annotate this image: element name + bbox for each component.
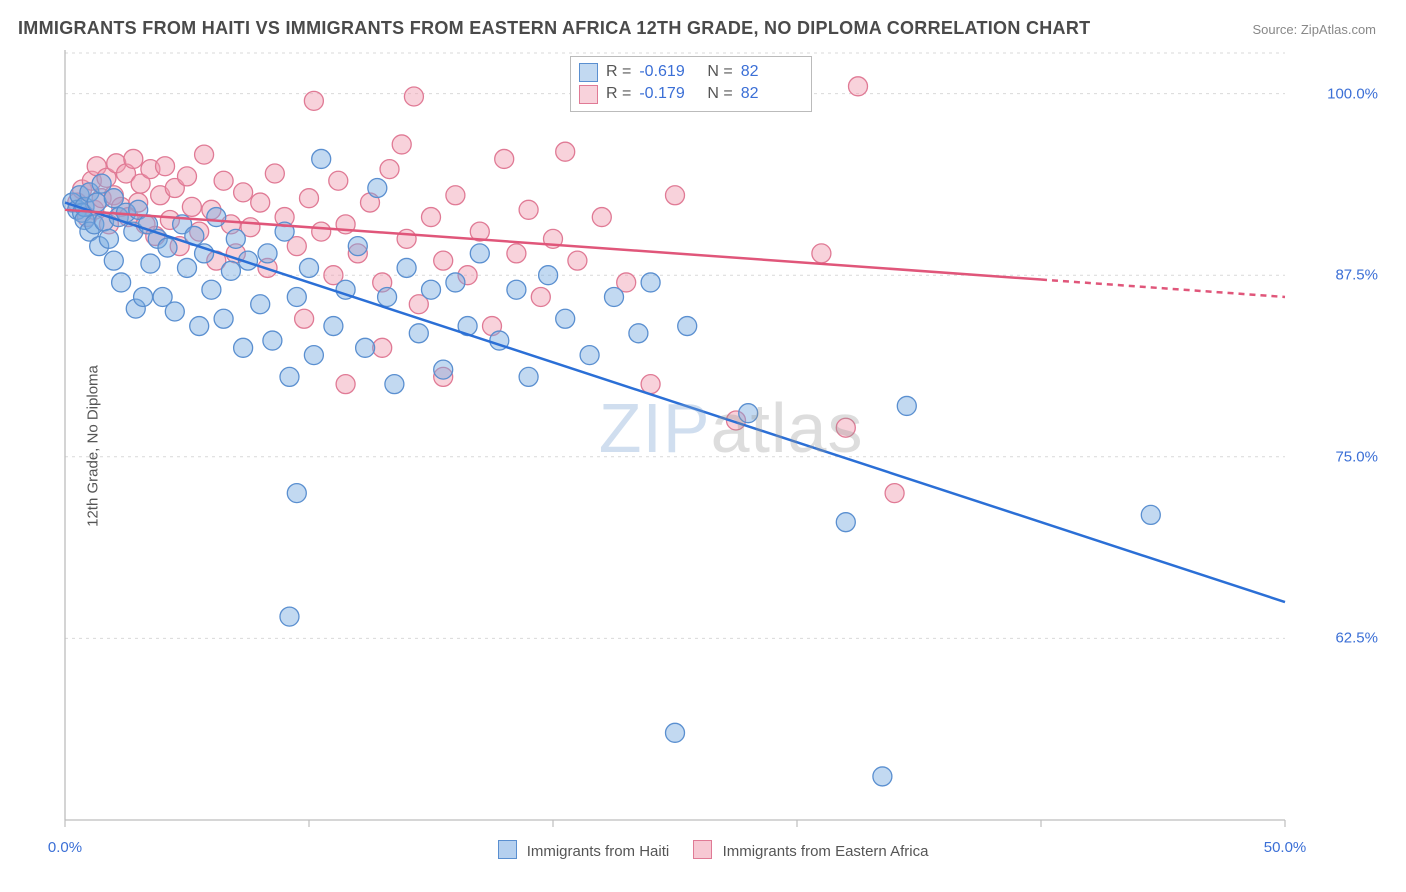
chart-title: IMMIGRANTS FROM HAITI VS IMMIGRANTS FROM… xyxy=(18,18,1090,39)
n-label: N = xyxy=(707,61,732,83)
x-tick-label: 50.0% xyxy=(1264,839,1307,856)
n-label: N = xyxy=(707,83,732,105)
scatter-svg xyxy=(55,50,1335,830)
legend-swatch-haiti xyxy=(579,63,598,82)
legend-swatch-haiti-icon xyxy=(498,840,517,859)
legend-row-haiti: R = -0.619 N = 82 xyxy=(579,61,801,83)
y-tick-label: 100.0% xyxy=(1327,85,1378,102)
y-tick-label: 87.5% xyxy=(1335,267,1378,284)
legend-label-eastafrica: Immigrants from Eastern Africa xyxy=(723,843,929,860)
series-legend: Immigrants from Haiti Immigrants from Ea… xyxy=(0,840,1406,860)
legend-swatch-eastafrica xyxy=(579,85,598,104)
legend-row-eastafrica: R = -0.179 N = 82 xyxy=(579,83,801,105)
legend-swatch-eastafrica-icon xyxy=(693,840,712,859)
y-tick-label: 75.0% xyxy=(1335,448,1378,465)
r-label: R = xyxy=(606,61,631,83)
legend-label-haiti: Immigrants from Haiti xyxy=(527,843,670,860)
n-value-haiti: 82 xyxy=(741,61,801,83)
r-value-eastafrica: -0.179 xyxy=(639,83,699,105)
r-value-haiti: -0.619 xyxy=(639,61,699,83)
x-tick-label: 0.0% xyxy=(48,839,82,856)
n-value-eastafrica: 82 xyxy=(741,83,801,105)
correlation-legend: R = -0.619 N = 82 R = -0.179 N = 82 xyxy=(570,56,812,112)
y-tick-label: 62.5% xyxy=(1335,630,1378,647)
r-label: R = xyxy=(606,83,631,105)
plot-area xyxy=(55,50,1335,830)
source-attribution: Source: ZipAtlas.com xyxy=(1252,22,1376,37)
